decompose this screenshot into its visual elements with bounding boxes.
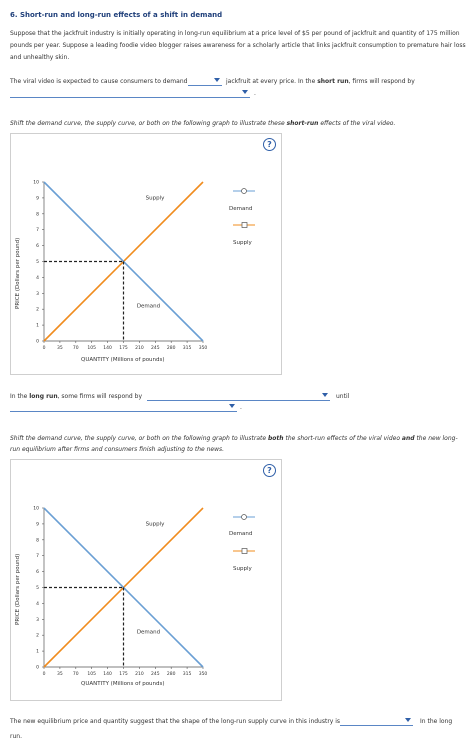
- y-tick-label: 3: [36, 617, 39, 623]
- y-tick-label: 9: [36, 521, 39, 527]
- instruction-1: Shift the demand curve, the supply curve…: [10, 120, 396, 127]
- x-tick-label: 280: [167, 345, 176, 351]
- x-axis-label: QUANTITY (Millions of pounds): [81, 357, 165, 363]
- x-tick-label: 140: [103, 345, 112, 351]
- intro-paragraph: Suppose that the jackfruit industry is i…: [10, 30, 466, 61]
- graph-panel-2: ? 0 1 2 3 4 5 6 7 8 9 10 0 35 70 105 140 175 210 245 280 315…: [10, 459, 282, 701]
- x-tick-label: 0: [43, 671, 46, 677]
- q3-text-after: In the long: [420, 718, 453, 725]
- chevron-down-icon: [322, 393, 328, 397]
- demand-curve-label: Demand: [137, 630, 160, 636]
- y-tick-label: 6: [36, 243, 39, 249]
- y-axis-label: PRICE (Dollars per pound): [15, 237, 21, 309]
- supply-handle-icon: [241, 548, 248, 554]
- legend-supply-label: Supply: [233, 566, 252, 572]
- x-tick-label: 350: [199, 345, 208, 351]
- x-tick-label: 245: [151, 671, 160, 677]
- graph-1-svg: 0 1 2 3 4 5 6 7 8 9 10 0 35 70 105 140 175 210 245 280 315 35…: [33, 180, 255, 351]
- y-tick-label: 1: [36, 649, 39, 655]
- y-tick-label: 6: [36, 569, 39, 575]
- graph-2-svg: 0 1 2 3 4 5 6 7 8 9 10 0 35 70 105 140 175 210 245 280 315 35…: [33, 506, 255, 677]
- long-run-supply-shape-dropdown[interactable]: [340, 717, 413, 726]
- y-tick-label: 10: [33, 180, 39, 186]
- y-tick-label: 5: [36, 259, 39, 265]
- y-tick-label: 8: [36, 211, 39, 217]
- x-tick-label: 175: [119, 671, 128, 677]
- y-tick-label: 2: [36, 307, 39, 313]
- help-icon[interactable]: ?: [263, 138, 276, 151]
- q2-until: until: [336, 393, 350, 400]
- x-tick-label: 35: [57, 671, 63, 677]
- until-condition-dropdown[interactable]: [10, 403, 237, 412]
- graph-panel-1: ? 0 1 2 3 4 5 6 7 8 9 10 0 35 70 105 140 175 210 245 280 315…: [10, 133, 282, 375]
- x-tick-label: 315: [183, 671, 192, 677]
- x-tick-label: 315: [183, 345, 192, 351]
- q3-text-before: The new equilibrium price and quantity s…: [10, 718, 341, 725]
- question-title: 6. Short-run and long-run effects of a s…: [10, 11, 223, 19]
- instruction-2: Shift the demand curve, the supply curve…: [10, 435, 458, 453]
- demand-curve-label: Demand: [137, 304, 160, 310]
- x-tick-label: 0: [43, 345, 46, 351]
- legend-supply-label: Supply: [233, 240, 252, 246]
- q1-text-before: The viral video is expected to cause con…: [10, 78, 188, 85]
- chevron-down-icon: [214, 78, 220, 82]
- q1-text-after: jackfruit at every price. In the short r…: [226, 78, 415, 85]
- y-tick-label: 8: [36, 537, 39, 543]
- x-tick-label: 105: [87, 345, 96, 351]
- help-icon[interactable]: ?: [263, 464, 276, 477]
- chevron-down-icon: [405, 718, 411, 722]
- demand-change-dropdown[interactable]: [188, 77, 222, 86]
- q1-period: .: [254, 90, 256, 97]
- x-tick-label: 70: [73, 671, 79, 677]
- legend-demand-label: Demand: [229, 531, 253, 537]
- y-tick-label: 1: [36, 323, 39, 329]
- y-tick-label: 2: [36, 633, 39, 639]
- long-run-response-dropdown[interactable]: [147, 392, 330, 401]
- y-tick-label: 0: [36, 339, 39, 345]
- x-tick-label: 35: [57, 345, 63, 351]
- y-tick-label: 5: [36, 585, 39, 591]
- x-tick-label: 245: [151, 345, 160, 351]
- demand-handle-icon: [241, 514, 247, 520]
- supply-handle-icon: [241, 222, 248, 228]
- legend-demand-label: Demand: [229, 206, 253, 212]
- y-tick-label: 4: [36, 275, 39, 281]
- supply-curve-label: Supply: [146, 195, 165, 201]
- y-axis-label: PRICE (Dollars per pound): [15, 553, 21, 625]
- q2-period: .: [240, 404, 242, 411]
- y-tick-label: 3: [36, 291, 39, 297]
- demand-handle-icon: [241, 188, 247, 194]
- y-tick-label: 0: [36, 665, 39, 671]
- q3-text-after2: run.: [10, 733, 22, 740]
- x-tick-label: 140: [103, 671, 112, 677]
- x-tick-label: 105: [87, 671, 96, 677]
- x-tick-label: 210: [135, 345, 144, 351]
- q2-text: In the long run, some firms will respond…: [10, 393, 142, 400]
- x-tick-label: 70: [73, 345, 79, 351]
- chevron-down-icon: [229, 404, 235, 408]
- chevron-down-icon: [242, 90, 248, 94]
- y-tick-label: 7: [36, 553, 39, 559]
- supply-curve-label: Supply: [146, 521, 165, 527]
- short-run-response-dropdown[interactable]: [10, 89, 250, 98]
- x-tick-label: 175: [119, 345, 128, 351]
- x-axis-label: QUANTITY (Millions of pounds): [81, 681, 165, 687]
- x-tick-label: 280: [167, 671, 176, 677]
- x-tick-label: 210: [135, 671, 144, 677]
- y-tick-label: 4: [36, 601, 39, 607]
- y-tick-label: 10: [33, 506, 39, 512]
- x-tick-label: 350: [199, 671, 208, 677]
- y-tick-label: 9: [36, 195, 39, 201]
- y-tick-label: 7: [36, 227, 39, 233]
